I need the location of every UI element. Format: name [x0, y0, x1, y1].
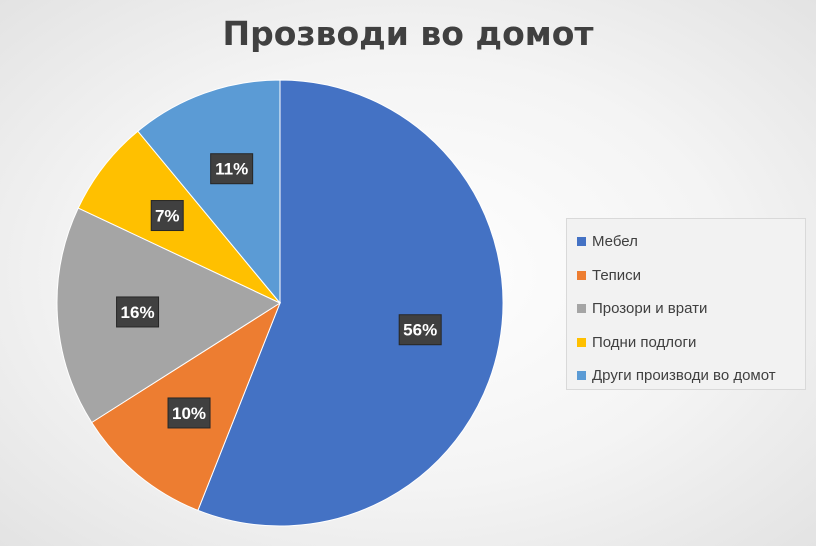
pie-slice-furniture	[197, 79, 504, 527]
data-label-carpets: 10%	[167, 397, 211, 429]
legend-swatch-icon	[577, 237, 586, 247]
data-label-furniture: 56%	[398, 314, 442, 346]
data-label-text: 11%	[215, 160, 248, 179]
data-label-windows-doors: 16%	[116, 296, 160, 328]
legend-swatch-icon	[577, 304, 586, 314]
pie-slice-windows-doors	[56, 207, 282, 424]
legend-swatch-icon	[577, 371, 586, 381]
legend-item-other-home-products: Други производи во домот	[567, 359, 805, 393]
data-label-box	[210, 153, 254, 185]
legend-label: Мебел	[592, 233, 638, 251]
data-label-text: 10%	[172, 404, 206, 423]
legend-label: Други производи во домот	[592, 367, 776, 385]
data-label-box	[150, 200, 184, 232]
legend-label: Прозори и врати	[592, 300, 708, 318]
data-label-box	[167, 397, 211, 429]
data-label-flooring: 7%	[150, 200, 184, 232]
legend-item-flooring: Подни подлоги	[567, 326, 805, 360]
data-label-box	[398, 314, 442, 346]
data-label-text: 56%	[403, 321, 437, 340]
legend-item-furniture: Мебел	[567, 225, 805, 259]
pie-slice-other-home-products	[137, 79, 281, 305]
legend-item-carpets: Теписи	[567, 259, 805, 293]
data-label-box	[116, 296, 160, 328]
data-label-other-home-products: 11%	[210, 153, 254, 185]
legend-swatch-icon	[577, 270, 586, 280]
legend-swatch-icon	[577, 337, 586, 347]
data-label-text: 16%	[121, 303, 155, 322]
pie-data-labels: 56% 10% 16% 7% 11%	[116, 153, 442, 429]
chart-title: Прозводи во домот	[222, 14, 594, 53]
legend: Мебел Теписи Прозори и врати Подни подло…	[566, 218, 806, 390]
data-label-text: 7%	[155, 207, 180, 226]
legend-label: Теписи	[592, 266, 642, 284]
legend-item-windows-doors: Прозори и врати	[567, 292, 805, 326]
legend-label: Подни подлоги	[592, 333, 697, 351]
